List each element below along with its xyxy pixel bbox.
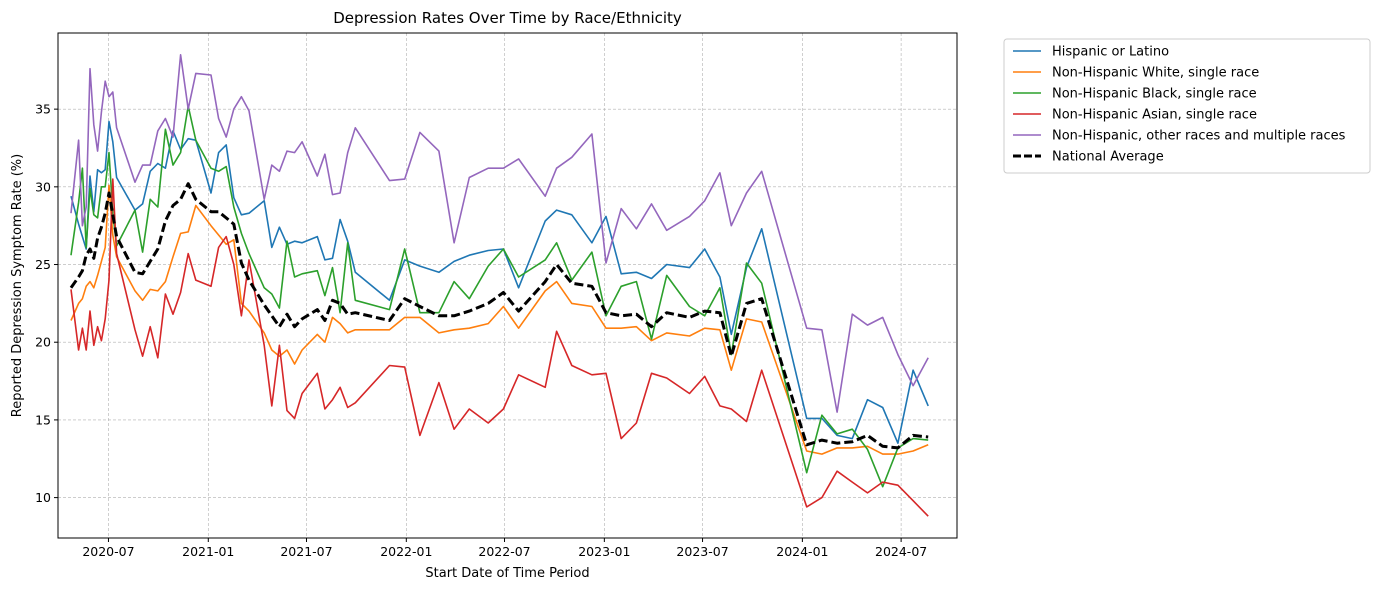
x-tick-label: 2024-01 [776, 544, 828, 559]
series-line-non-hispanic-asian-single-race [70, 178, 929, 517]
y-axis-title: Reported Depression Symptom Rate (%) [10, 154, 25, 417]
x-tick-label: 2020-07 [82, 544, 134, 559]
series-line-national-average [69, 182, 929, 450]
legend-label: National Average [1052, 150, 1164, 165]
x-tick-label: 2021-07 [280, 544, 332, 559]
x-tick-label: 2022-07 [478, 544, 530, 559]
legend-label: Hispanic or Latino [1052, 45, 1169, 60]
legend-label: Non-Hispanic, other races and multiple r… [1052, 129, 1346, 144]
x-tick-label: 2023-07 [676, 544, 728, 559]
y-tick-label: 35 [35, 102, 51, 117]
series-line-non-hispanic-white-single-race [70, 184, 929, 455]
axis-ticks: 2020-07 2021-01 2021-07 2022-01 2022-07 2023-… [35, 102, 927, 559]
series-line-hispanic-or-latino [70, 120, 929, 445]
chart-title: Depression Rates Over Time by Race/Ethni… [333, 9, 682, 27]
series-line-non-hispanic-black-single-race [70, 105, 929, 488]
legend-label: Non-Hispanic Black, single race [1052, 87, 1257, 102]
x-axis-title: Start Date of Time Period [425, 566, 589, 581]
legend-label: Non-Hispanic White, single race [1052, 66, 1259, 81]
y-tick-label: 10 [35, 490, 51, 505]
x-tick-label: 2024-07 [875, 544, 927, 559]
y-tick-label: 15 [35, 412, 51, 427]
legend: Hispanic or Latino Non-Hispanic White, si… [1003, 38, 1371, 174]
x-tick-label: 2023-01 [578, 544, 630, 559]
y-tick-label: 30 [35, 179, 51, 194]
y-tick-label: 25 [35, 257, 51, 272]
legend-label: Non-Hispanic Asian, single race [1052, 108, 1257, 123]
x-tick-label: 2022-01 [380, 544, 432, 559]
series-lines [69, 53, 929, 517]
y-tick-label: 20 [35, 335, 51, 350]
series-line-non-hispanic-other-races-and-multiple-races [70, 53, 929, 413]
x-tick-label: 2021-01 [182, 544, 234, 559]
legend-frame [1003, 38, 1371, 174]
plot-frame [57, 32, 958, 539]
